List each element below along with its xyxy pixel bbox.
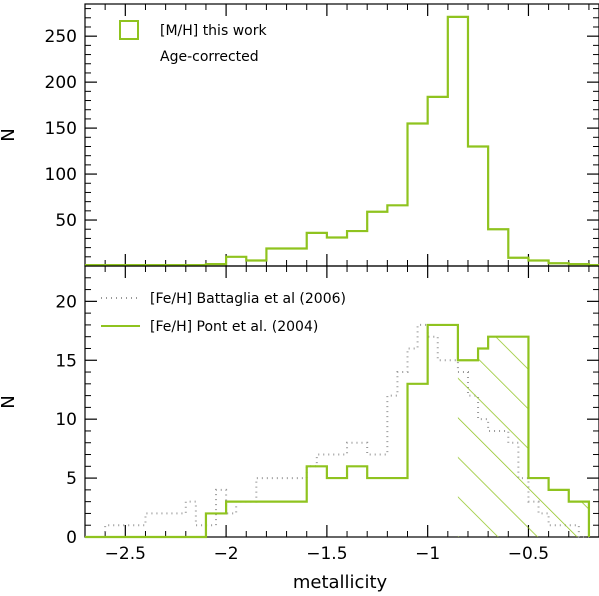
top-ytick-label: 250: [45, 27, 77, 47]
top-series-0-bin: [266, 249, 286, 266]
bottom-series-1-bin: [478, 348, 488, 537]
top-ytick-label: 200: [45, 73, 77, 93]
bottom-ytick-label: 15: [55, 351, 77, 371]
top-legend: [M/H] this work Age-corrected: [119, 20, 267, 65]
bottom-series-1-bin: [367, 478, 387, 537]
top-legend-swatch: [119, 20, 139, 40]
bottom-series-0-bin: [166, 513, 186, 537]
bottom-series-0-bin: [145, 513, 165, 537]
bottom-series-1-bin: [387, 478, 407, 537]
top-series-0-bin: [347, 231, 367, 266]
top-ytick-label: 50: [55, 211, 77, 231]
bottom-plot-frame: [84, 265, 599, 538]
top-legend-label-1: [M/H] this work: [160, 23, 267, 39]
top-series-0-bin: [428, 97, 448, 266]
bottom-series-1-bin: [549, 490, 569, 537]
bottom-ytick-label: 20: [55, 292, 77, 312]
top-series-0-bin: [508, 258, 528, 266]
bottom-series-1-bin: [226, 502, 246, 537]
bottom-histogram-panel: −2.5 −2 −1.5 −1 −0.5 0 5 10 15 20 N metallicity […: [0, 265, 599, 593]
bottom-axis-ticks: −2.5 −2 −1.5 −1 −0.5 0 5 10 15 20: [55, 266, 599, 564]
bottom-series-1-bin: [347, 466, 367, 537]
bottom-series-1-bin: [327, 478, 347, 537]
bottom-series-1-bin: [206, 513, 226, 537]
bottom-series-1-bin: [307, 466, 327, 537]
top-series-0-bin: [307, 233, 327, 266]
bottom-series-1-bin: [246, 502, 306, 537]
top-ytick-label: 100: [45, 165, 77, 185]
top-series-group: [85, 15, 599, 267]
bottom-series-0-bin: [186, 502, 196, 537]
top-series-0-bin: [327, 238, 347, 266]
bottom-ytick-label: 5: [66, 469, 77, 489]
bottom-xtick-label: −2.5: [105, 544, 146, 564]
bottom-legend-label-1: [Fe/H] Battaglia et al (2006): [150, 291, 346, 307]
top-series-0-bin: [488, 229, 508, 266]
top-series-0-bin: [528, 260, 548, 266]
bottom-xtick-label: −0.5: [508, 544, 549, 564]
bottom-xtick-label: −2: [214, 544, 239, 564]
top-plot-frame: [84, 3, 599, 267]
bottom-series-1-bin: [428, 325, 448, 537]
top-series-0-bin: [246, 260, 266, 266]
bottom-series-1-bin: [569, 502, 589, 537]
bottom-series-0-bin: [125, 525, 145, 537]
bottom-series-1-step-line: [85, 323, 591, 539]
top-ytick-label: 150: [45, 119, 77, 139]
bottom-xlabel: metallicity: [293, 572, 388, 593]
bottom-ytick-label: 10: [55, 410, 77, 430]
bottom-series-1-bin: [448, 325, 458, 537]
bottom-xtick-label: −1: [415, 544, 440, 564]
bottom-series-1-bin: [528, 478, 548, 537]
top-histogram-panel: 50 100 150 200 250 N [M/H] this work Age-cor…: [0, 3, 599, 267]
top-ylabel: N: [0, 128, 19, 141]
top-series-0-bin: [468, 146, 488, 266]
top-series-0-bin: [387, 205, 407, 266]
top-series-0-step-line: [85, 15, 599, 267]
bottom-series-1-bin: [458, 360, 478, 537]
top-series-0-bin: [367, 212, 387, 266]
bottom-xtick-label: −1.5: [306, 544, 347, 564]
top-series-0-bin: [287, 249, 307, 266]
bottom-hatched-region: [457, 336, 589, 537]
bottom-series-1-bin: [488, 337, 528, 537]
top-series-0-bin: [448, 17, 468, 266]
bottom-series-group: [85, 323, 591, 539]
top-series-0-bin: [226, 257, 246, 266]
top-axis-ticks: 50 100 150 200 250: [45, 4, 599, 266]
bottom-ytick-label: 0: [66, 528, 77, 548]
top-series-0-bin: [408, 124, 428, 266]
bottom-ylabel: N: [0, 395, 19, 408]
bottom-series-0-bin: [105, 525, 125, 537]
bottom-series-1-bin: [408, 384, 428, 537]
top-legend-label-2: Age-corrected: [160, 49, 259, 65]
bottom-legend: [Fe/H] Battaglia et al (2006) [Fe/H] Pon…: [101, 291, 346, 335]
bottom-legend-label-2: [Fe/H] Pont et al. (2004): [150, 319, 318, 335]
